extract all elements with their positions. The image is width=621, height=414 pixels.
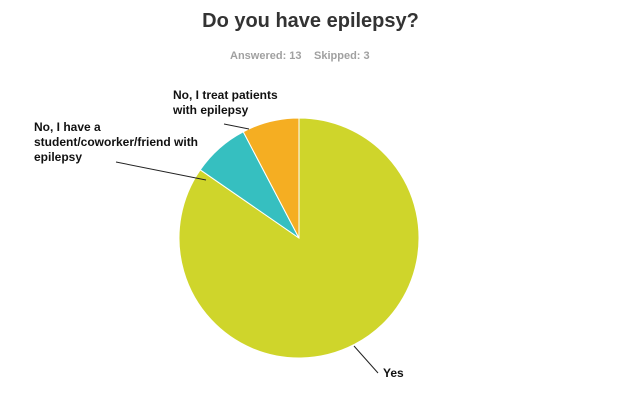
leader-line bbox=[115, 161, 207, 181]
leader-line bbox=[353, 345, 379, 374]
pie-slice bbox=[178, 117, 420, 359]
chart-title: Do you have epilepsy? bbox=[202, 10, 419, 32]
skipped-count: Skipped: 3 bbox=[314, 50, 370, 62]
answered-count: Answered: 13 bbox=[230, 50, 302, 62]
slice-label: No, I have a student/coworker/friend wit… bbox=[34, 120, 199, 164]
slice-label: No, I treat patients with epilepsy bbox=[173, 88, 278, 117]
leader-line bbox=[223, 123, 250, 130]
slice-label: Yes bbox=[383, 366, 404, 380]
pie-slice bbox=[242, 117, 300, 239]
